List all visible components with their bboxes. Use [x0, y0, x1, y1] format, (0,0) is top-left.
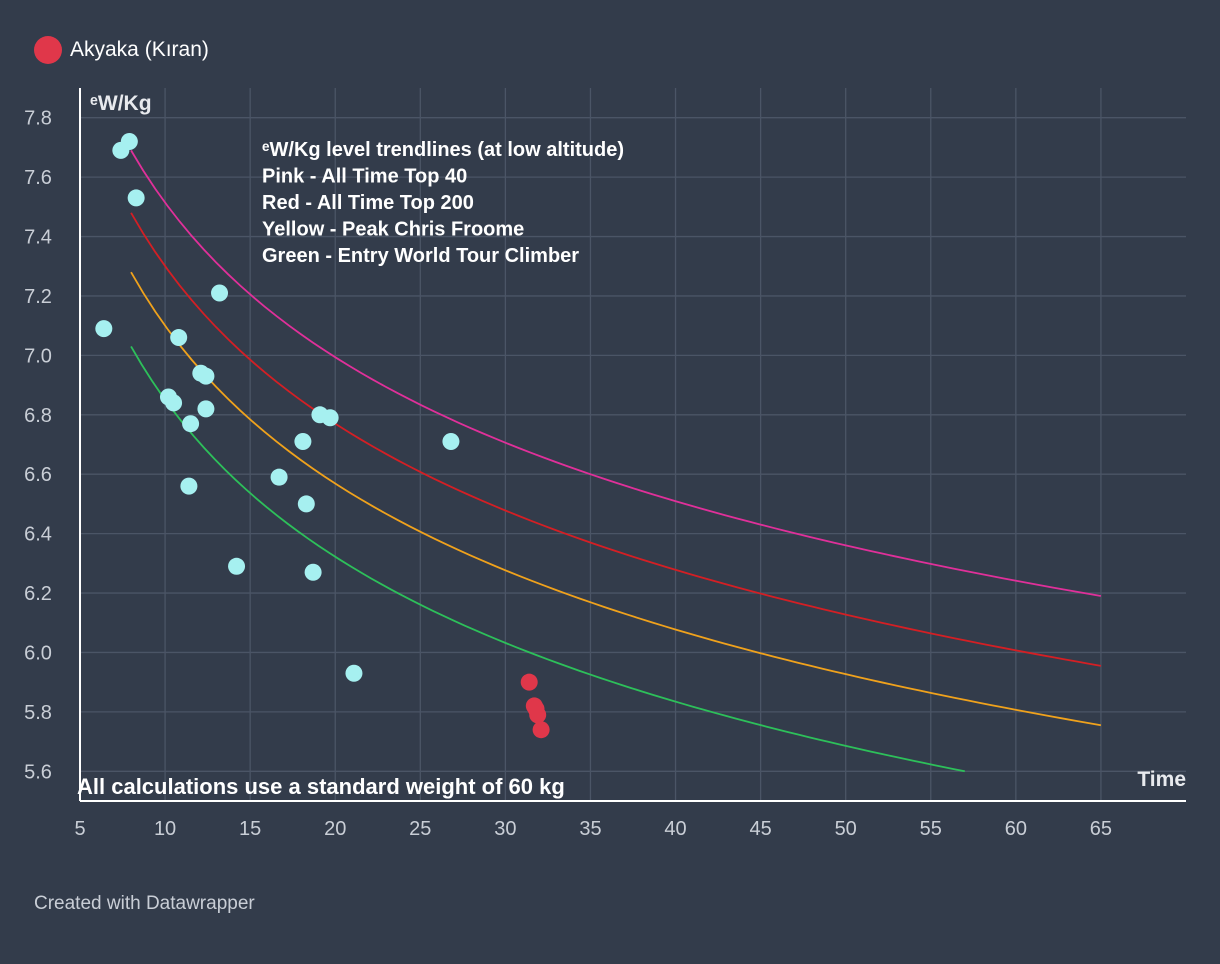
y-tick-label: 6.8 — [24, 405, 52, 427]
reference-climb-point[interactable] — [321, 409, 339, 427]
annotation-line: Yellow - Peak Chris Froome — [262, 219, 524, 241]
x-tick-label: 20 — [324, 818, 346, 840]
data-points — [95, 132, 550, 739]
trendline-green — [130, 346, 965, 773]
x-tick-label: 25 — [409, 818, 431, 840]
reference-climb-point[interactable] — [182, 415, 200, 433]
reference-climb-point[interactable] — [197, 367, 215, 385]
annotation-line: Green - Entry World Tour Climber — [262, 245, 579, 267]
akyaka-point[interactable] — [520, 673, 538, 691]
x-tick-label: 65 — [1090, 818, 1112, 840]
reference-climb-point[interactable] — [294, 433, 312, 451]
trendline-red — [130, 212, 1102, 667]
y-axis-ticks: 5.6 5.8 6.0 6.2 6.4 6.6 6.8 7.0 7.2 7.4 7.6 7.8 — [24, 108, 52, 784]
annotation-line: ᵉW/Kg level trendlines (at low altitude) — [262, 139, 624, 161]
x-axis-ticks: 5 10 15 20 25 30 35 40 45 50 55 60 65 — [74, 818, 1112, 840]
reference-climb-point[interactable] — [270, 468, 288, 486]
x-tick-label: 5 — [74, 818, 85, 840]
x-tick-label: 55 — [920, 818, 942, 840]
trendlines — [130, 149, 1102, 773]
reference-climb-point[interactable] — [345, 664, 363, 682]
annotation-line: Red - All Time Top 200 — [262, 192, 474, 214]
x-tick-label: 10 — [154, 818, 176, 840]
reference-climb-point[interactable] — [120, 132, 138, 150]
y-tick-label: 7.4 — [24, 227, 52, 249]
trendline-annotation: ᵉW/Kg level trendlines (at low altitude)… — [262, 139, 624, 267]
reference-climb-point[interactable] — [180, 477, 198, 495]
x-tick-label: 60 — [1005, 818, 1027, 840]
reference-climb-point[interactable] — [165, 394, 183, 412]
x-tick-label: 50 — [835, 818, 857, 840]
y-tick-label: 6.0 — [24, 642, 52, 664]
x-tick-label: 45 — [749, 818, 771, 840]
y-tick-label: 7.6 — [24, 167, 52, 189]
reference-climb-point[interactable] — [304, 563, 322, 581]
legend-marker-icon — [34, 36, 62, 64]
y-tick-label: 6.6 — [24, 464, 52, 486]
x-tick-label: 40 — [664, 818, 686, 840]
reference-climb-point[interactable] — [170, 329, 188, 347]
y-tick-label: 7.8 — [24, 108, 52, 130]
y-tick-label: 5.6 — [24, 761, 52, 783]
y-tick-label: 5.8 — [24, 702, 52, 724]
y-tick-label: 7.2 — [24, 286, 52, 308]
trendline-yellow — [130, 271, 1102, 727]
reference-climb-point[interactable] — [95, 320, 113, 338]
trendline-pink — [130, 149, 1102, 597]
legend: Akyaka (Kıran) — [34, 36, 209, 64]
x-tick-label: 35 — [579, 818, 601, 840]
footer-credit: Created with Datawrapper — [34, 893, 255, 914]
x-tick-label: 30 — [494, 818, 516, 840]
akyaka-point[interactable] — [529, 706, 547, 724]
reference-climb-point[interactable] — [297, 495, 315, 513]
reference-climb-point[interactable] — [197, 400, 215, 418]
annotation-line: Pink - All Time Top 40 — [262, 166, 467, 188]
reference-climb-point[interactable] — [228, 557, 246, 575]
x-tick-label: 15 — [239, 818, 261, 840]
akyaka-point[interactable] — [532, 721, 550, 739]
reference-climb-point[interactable] — [211, 284, 229, 302]
grid — [80, 88, 1186, 801]
reference-climb-point[interactable] — [442, 433, 460, 451]
y-axis-label: ᵉW/Kg — [90, 92, 152, 115]
y-tick-label: 7.0 — [24, 345, 52, 367]
y-tick-label: 6.4 — [24, 524, 52, 546]
y-tick-label: 6.2 — [24, 583, 52, 605]
weight-note: All calculations use a standard weight o… — [77, 774, 565, 799]
x-axis-label: Time — [1137, 768, 1186, 791]
reference-climb-point[interactable] — [127, 189, 145, 207]
legend-label: Akyaka (Kıran) — [70, 38, 209, 61]
